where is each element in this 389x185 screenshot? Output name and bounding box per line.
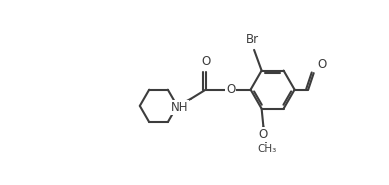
Text: O: O: [259, 128, 268, 141]
Text: O: O: [226, 83, 235, 96]
Text: O: O: [201, 55, 210, 68]
Text: Br: Br: [246, 33, 259, 46]
Text: NH: NH: [170, 101, 188, 114]
Text: CH₃: CH₃: [258, 144, 277, 154]
Text: O: O: [318, 58, 327, 71]
